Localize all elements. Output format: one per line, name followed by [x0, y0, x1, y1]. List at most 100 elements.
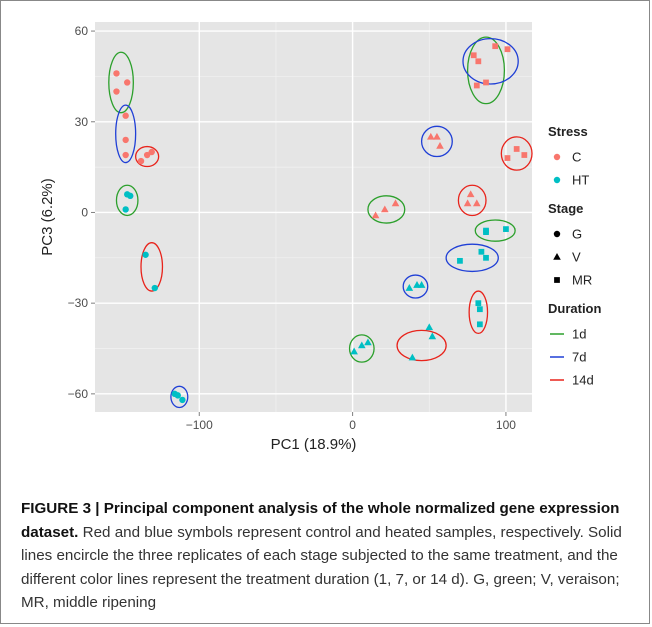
point-triangle — [358, 341, 366, 349]
point-triangle — [433, 132, 441, 140]
point-triangle — [381, 205, 389, 213]
point-triangle — [408, 353, 417, 361]
legend-label: MR — [572, 273, 592, 288]
legend-label: 14d — [572, 373, 594, 388]
point-triangle — [436, 141, 444, 149]
point-circle — [148, 148, 155, 156]
caption-text: Red and blue symbols represent control a… — [21, 523, 622, 612]
legend-title: Stress — [548, 124, 588, 139]
y-axis-label: PC3 (6.2%) — [39, 178, 56, 256]
point-circle — [113, 88, 120, 95]
figure-caption: FIGURE 3 | Principal component analysis … — [21, 497, 633, 615]
group-ellipse — [474, 219, 516, 242]
data-points — [113, 43, 528, 404]
point-circle — [553, 230, 561, 238]
point-square — [503, 226, 509, 232]
point-triangle — [391, 199, 400, 207]
point-square — [475, 300, 482, 307]
point-square — [554, 277, 560, 283]
major-gridlines — [95, 22, 532, 412]
point-circle — [122, 136, 129, 144]
y-tick-label: −30 — [68, 296, 89, 310]
point-triangle — [427, 132, 435, 140]
point-triangle — [350, 347, 358, 355]
point-square — [476, 306, 483, 313]
group-ellipse — [367, 195, 406, 224]
point-square — [475, 58, 482, 65]
group-ellipse — [115, 184, 139, 217]
point-circle — [179, 396, 186, 404]
x-tick-label: 100 — [496, 418, 516, 432]
point-circle — [143, 151, 151, 159]
caption-label: FIGURE 3 | Principal component analysis … — [21, 500, 620, 541]
point-circle — [122, 151, 129, 159]
point-square — [504, 46, 511, 53]
point-square — [478, 248, 485, 255]
point-square — [492, 43, 499, 50]
group-ellipse — [134, 145, 160, 168]
point-circle — [122, 112, 129, 119]
point-triangle — [364, 338, 372, 346]
y-tick-label: 0 — [81, 205, 88, 219]
group-ellipse — [115, 104, 137, 164]
point-square — [513, 146, 520, 152]
point-circle — [142, 251, 149, 258]
group-ellipse — [500, 136, 533, 171]
pca-scatter-chart: −100 0 100 −60 −30 0 30 60 PC1 (18.9%) PC3 (6.… — [39, 22, 602, 453]
legend: Stress C HT Stage GV MR Duration 1d 7d 14d — [548, 124, 602, 388]
point-triangle — [425, 323, 434, 331]
point-circle — [137, 157, 145, 165]
group-ellipse — [420, 125, 453, 158]
y-tick-label: 60 — [75, 24, 89, 38]
point-square — [483, 254, 489, 261]
x-axis-ticks: −100 0 100 — [186, 412, 516, 432]
y-tick-label: 30 — [75, 115, 89, 129]
point-triangle — [463, 199, 472, 207]
group-ellipse — [402, 274, 429, 299]
point-circle — [124, 79, 131, 86]
minor-gridlines — [95, 22, 532, 412]
point-triangle — [428, 332, 437, 340]
point-circle — [113, 70, 120, 77]
x-tick-label: 0 — [349, 418, 356, 432]
group-ellipse — [170, 385, 189, 409]
group-ellipse — [466, 36, 506, 105]
group-ellipse — [445, 243, 499, 273]
point-square — [457, 257, 463, 264]
group-ellipses — [108, 36, 533, 409]
group-ellipse — [140, 242, 164, 292]
point-triangle — [473, 199, 481, 207]
group-ellipse — [457, 184, 487, 217]
point-square — [470, 52, 477, 59]
legend-label: HT — [572, 173, 589, 188]
group-ellipse — [468, 290, 489, 335]
legend-label: 7d — [572, 350, 586, 365]
plot-panel — [95, 22, 532, 412]
point-circle — [553, 153, 561, 161]
legend-title: Duration — [548, 301, 602, 316]
point-square — [483, 79, 489, 86]
point-square — [504, 155, 511, 161]
point-triangle — [371, 211, 380, 219]
point-square — [483, 229, 489, 235]
point-circle — [151, 284, 158, 292]
point-circle — [122, 206, 129, 213]
x-tick-label: −100 — [186, 418, 213, 432]
legend-label: V — [572, 250, 581, 265]
point-circle — [174, 392, 181, 399]
point-square — [521, 152, 528, 158]
legend-label: 1d — [572, 327, 586, 342]
legend-title: Stage — [548, 201, 583, 216]
point-circle — [553, 176, 561, 184]
point-square — [476, 321, 483, 328]
x-axis-label: PC1 (18.9%) — [271, 436, 357, 453]
y-axis-ticks: −60 −30 0 30 60 — [68, 24, 95, 401]
point-circle — [127, 192, 134, 200]
point-triangle — [417, 281, 426, 288]
point-triangle — [553, 253, 561, 260]
legend-label: G — [572, 227, 582, 242]
point-square — [473, 82, 480, 89]
legend-label: C — [572, 150, 581, 165]
point-triangle — [466, 190, 475, 198]
